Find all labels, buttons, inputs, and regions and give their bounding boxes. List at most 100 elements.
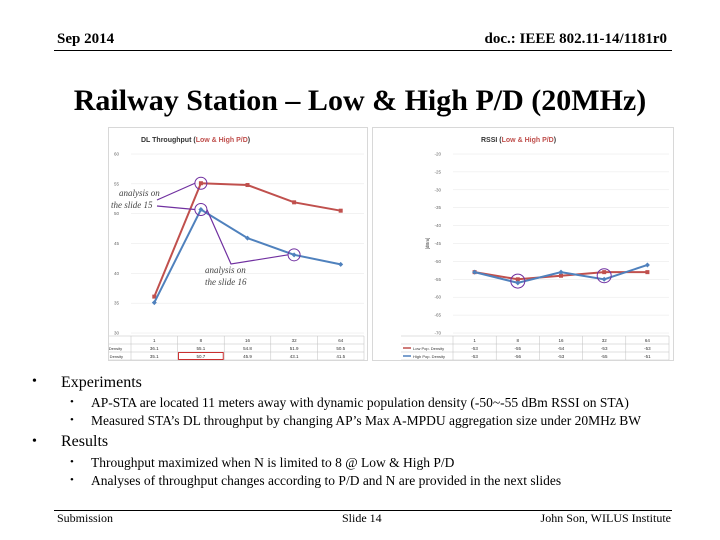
data-point-high <box>558 269 564 275</box>
y-tick-label: 55 <box>114 181 120 186</box>
y-tick-label: 60 <box>114 152 120 157</box>
data-label: 50.7 <box>197 354 206 359</box>
data-label: -55 <box>515 346 522 351</box>
exp-item-2: Measured STA’s DL throughput by changing… <box>91 413 641 428</box>
header-doc-id: doc.: IEEE 802.11-14/1181r0 <box>484 31 667 47</box>
data-point-low <box>152 294 157 299</box>
data-label: 41.5 <box>336 354 345 359</box>
data-label: -56 <box>515 354 522 359</box>
exp-item-1: AP-STA are located 11 meters away with d… <box>91 395 629 410</box>
data-label: 36.1 <box>150 346 159 351</box>
legend-label: Low Pop. Density <box>413 346 444 351</box>
x-tick-label: 8 <box>517 338 520 343</box>
sub-bullet-dot: • <box>70 396 74 408</box>
annotation-slide-15-line1: analysis on <box>119 188 160 198</box>
y-tick-label: 50 <box>114 211 120 216</box>
data-point-low <box>602 270 607 275</box>
bullet-dot: • <box>32 374 37 389</box>
y-tick-label: -20 <box>434 152 441 157</box>
res-item-2: Analyses of throughput changes according… <box>91 473 562 488</box>
y-tick-label: -55 <box>434 277 441 282</box>
x-tick-label: 1 <box>473 338 476 343</box>
data-point-high <box>515 280 521 286</box>
annotation-arrow <box>156 182 196 201</box>
x-tick-label: 32 <box>602 338 608 343</box>
sub-bullet-dot: • <box>70 474 74 486</box>
rssi-chart: RSSI (Low & High P/D) -20 -25 -30 -35 -40 -45 -… <box>372 127 674 361</box>
data-point-high <box>151 300 157 306</box>
x-tick-label: 16 <box>245 338 251 343</box>
data-point-low <box>338 208 343 213</box>
slide-title: Railway Station – Low & High P/D (20MHz) <box>73 84 647 117</box>
data-point-low <box>515 277 520 282</box>
x-tick-label: 8 <box>200 338 203 343</box>
data-label: 51.9 <box>290 346 299 351</box>
data-label: 55.1 <box>197 346 206 351</box>
x-tick-label: 16 <box>558 338 564 343</box>
data-label: 50.5 <box>336 346 345 351</box>
y-tick-label: 30 <box>114 331 120 336</box>
chart-title: DL Throughput (Low & High P/D) <box>141 137 250 144</box>
x-tick-label: 64 <box>645 338 651 343</box>
annotation-arrow <box>156 205 195 211</box>
legend-label: Low Pop. Density <box>108 346 122 351</box>
data-label: -53 <box>558 354 565 359</box>
footer-submission: Submission <box>57 511 114 525</box>
y-tick-label: -35 <box>434 205 441 210</box>
footer-slide-number: Slide 14 <box>342 511 382 525</box>
series-line-1 <box>153 208 341 304</box>
data-label: -53 <box>471 346 478 351</box>
data-point-high <box>338 261 344 267</box>
data-label: -53 <box>471 354 478 359</box>
chart-title-prefix: RSSI ( <box>481 137 502 144</box>
legend-label: High Pop. Density <box>108 354 123 359</box>
annotation-slide-15: analysis on the slide 15 <box>111 188 160 210</box>
y-tick-label: 35 <box>114 301 120 306</box>
data-point-low <box>198 181 203 186</box>
data-point-low <box>245 183 250 188</box>
y-tick-label: 45 <box>114 241 120 246</box>
y-tick-label: -40 <box>434 223 441 228</box>
data-label: 54.8 <box>243 346 252 351</box>
y-tick-label: -45 <box>434 241 441 246</box>
data-point-low <box>645 270 650 275</box>
data-label: 45.9 <box>243 354 252 359</box>
data-point-high <box>601 276 607 282</box>
data-label: -54 <box>558 346 565 351</box>
annotation-slide-15-line2: the slide 15 <box>111 200 153 210</box>
chart-title-suffix: ) <box>554 137 556 144</box>
highlight-circle <box>596 268 612 284</box>
data-point-high <box>472 269 478 275</box>
chart-title: RSSI (Low & High P/D) <box>481 137 556 144</box>
throughput-chart: DL Throughput (Low & High P/D) 60 55 50 45 40… <box>108 127 368 361</box>
data-point-high <box>198 206 204 212</box>
res-item-1: Throughput maximized when N is limited t… <box>91 455 455 470</box>
data-label: 43.1 <box>290 354 299 359</box>
data-point-high <box>291 252 297 258</box>
sub-bullet-dot: • <box>70 414 74 426</box>
y-tick-label: -65 <box>434 313 441 318</box>
data-label: -53 <box>601 346 608 351</box>
bullet-results: Results <box>61 433 109 450</box>
y-tick-label: 40 <box>114 271 120 276</box>
data-point-low <box>292 200 297 205</box>
y-tick-label: -60 <box>434 295 441 300</box>
data-point-low <box>559 273 563 278</box>
chart-title-suffix: ) <box>248 137 250 144</box>
y-axis-label: [dBm] <box>425 238 430 250</box>
header-date: Sep 2014 <box>57 31 115 47</box>
bullet-experiments: Experiments <box>61 374 142 391</box>
y-tick-label: -50 <box>434 259 441 264</box>
data-label: 35.1 <box>150 354 159 359</box>
data-label: -51 <box>644 354 651 359</box>
x-tick-label: 1 <box>153 338 156 343</box>
y-tick-label: -25 <box>434 169 441 174</box>
highlight-box <box>178 352 224 360</box>
y-tick-label: -70 <box>434 331 441 336</box>
chart-title-prefix: DL Throughput ( <box>141 137 196 144</box>
footer-author: John Son, WILUS Institute <box>540 511 671 525</box>
data-label: -55 <box>601 354 608 359</box>
annotation-arrow <box>206 209 289 265</box>
annotation-slide-16-line1: analysis on <box>205 265 246 275</box>
x-tick-label: 32 <box>292 338 298 343</box>
